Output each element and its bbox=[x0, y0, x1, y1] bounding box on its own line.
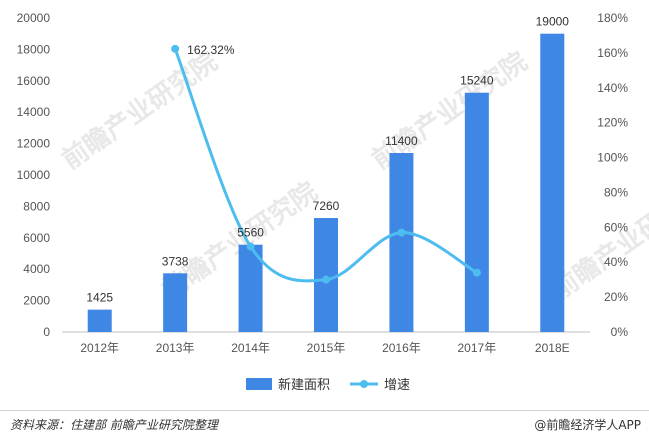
bar-value-label: 11400 bbox=[385, 134, 418, 148]
legend-label: 新建面积 bbox=[278, 377, 330, 392]
bar bbox=[540, 33, 565, 332]
left-axis-tick-label: 0 bbox=[43, 325, 50, 339]
growth-point bbox=[397, 228, 406, 237]
bar-value-label: 5560 bbox=[237, 226, 264, 240]
left-axis-tick-label: 20000 bbox=[17, 11, 51, 25]
x-axis-tick-label: 2015年 bbox=[307, 341, 346, 355]
left-axis-tick-label: 12000 bbox=[17, 137, 51, 151]
left-axis-tick-label: 8000 bbox=[23, 199, 50, 213]
x-axis-ticks: 2012年 2013年 2014年 2015年 2016年 2017年 2018E bbox=[80, 341, 569, 355]
x-axis-tick-label: 2014年 bbox=[231, 341, 270, 355]
growth-point bbox=[246, 242, 255, 251]
right-axis-tick-label: 60% bbox=[604, 220, 628, 234]
source-note: 资料来源：住建部 前瞻产业研究院整理 bbox=[10, 418, 218, 432]
right-axis-tick-label: 40% bbox=[604, 255, 628, 269]
right-axis-tick-label: 180% bbox=[597, 11, 628, 25]
brand-credit: @前瞻经济学人APP bbox=[534, 418, 641, 432]
x-axis-tick-label: 2016年 bbox=[382, 341, 421, 355]
growth-line bbox=[171, 44, 481, 284]
growth-line-path bbox=[173, 48, 478, 283]
growth-value-label: 162.32% bbox=[187, 43, 235, 57]
right-axis-tick-label: 0% bbox=[611, 325, 629, 339]
bars bbox=[87, 33, 565, 333]
x-axis-tick-label: 2013年 bbox=[156, 341, 195, 355]
x-axis-tick-label: 2017年 bbox=[458, 341, 497, 355]
growth-point bbox=[171, 44, 180, 53]
right-axis-ticks: 0% 20% 40% 60% 80% 100% 120% 140% 160% 180% bbox=[597, 11, 628, 339]
left-axis-tick-label: 18000 bbox=[17, 42, 51, 56]
bar-value-label: 15240 bbox=[460, 74, 494, 88]
right-axis-tick-label: 140% bbox=[597, 81, 628, 95]
watermark-text: 前瞻产业研究院 bbox=[56, 46, 223, 176]
legend-label: 增速 bbox=[384, 377, 410, 392]
left-axis-tick-label: 2000 bbox=[23, 294, 50, 308]
bar bbox=[87, 309, 112, 332]
growth-point bbox=[322, 275, 330, 284]
legend-swatch-marker bbox=[360, 380, 368, 388]
bar bbox=[163, 273, 188, 332]
legend: 新建面积 增速 bbox=[246, 377, 410, 392]
footer: 资料来源：住建部 前瞻产业研究院整理 @前瞻经济学人APP bbox=[0, 414, 649, 436]
growth-point bbox=[472, 268, 481, 277]
right-axis-tick-label: 20% bbox=[604, 290, 628, 304]
x-axis-tick-label: 2018E bbox=[535, 341, 570, 355]
x-axis-tick-label: 2012年 bbox=[80, 341, 119, 355]
bar-value-label: 3738 bbox=[162, 254, 189, 268]
bar-value-label: 19000 bbox=[536, 15, 570, 29]
legend-swatch-bar bbox=[246, 378, 272, 390]
right-axis-tick-label: 100% bbox=[597, 151, 628, 165]
left-axis-tick-label: 10000 bbox=[17, 168, 51, 182]
bar bbox=[389, 153, 414, 332]
left-axis-ticks: 0 2000 4000 6000 8000 10000 12000 14000 16000 180… bbox=[17, 11, 51, 339]
left-axis-tick-label: 14000 bbox=[17, 105, 51, 119]
left-axis-tick-label: 6000 bbox=[23, 231, 50, 245]
data-labels: 1425 3738 5560 7260 11400 15240 19000 162.32% bbox=[86, 15, 569, 305]
bar-value-label: 7260 bbox=[313, 199, 340, 213]
bar bbox=[314, 218, 338, 332]
bar bbox=[464, 92, 489, 333]
left-axis-tick-label: 4000 bbox=[23, 262, 50, 276]
bar bbox=[238, 244, 263, 332]
right-axis-tick-label: 120% bbox=[597, 116, 628, 130]
left-axis-tick-label: 16000 bbox=[17, 74, 51, 88]
footer-divider bbox=[0, 410, 649, 411]
right-axis-tick-label: 160% bbox=[597, 46, 628, 60]
right-axis-tick-label: 80% bbox=[604, 185, 628, 199]
bar-value-label: 1425 bbox=[86, 291, 113, 305]
